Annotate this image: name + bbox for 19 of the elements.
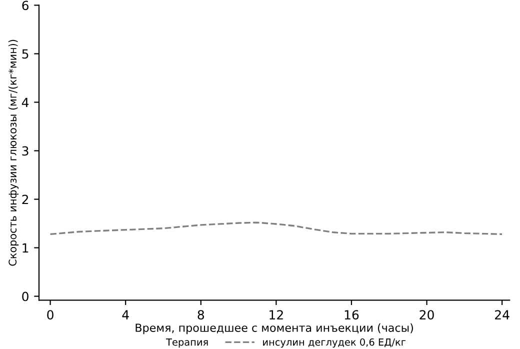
y-tick-label: 1 [22,243,28,253]
x-tick-label: 16 [344,310,359,320]
line-series [49,222,503,236]
x-tick-label: 8 [198,310,204,320]
y-axis-title: Скорость инфузии глюкозы (мг/(кг*мин)) [8,40,19,266]
y-tick-label: 6 [22,0,28,10]
legend-label: инсулин деглудек 0,6 ЕД/кг [263,338,406,348]
x-tick-label: 0 [47,310,54,320]
y-tick-label: 3 [22,146,28,156]
x-axis-title: Время, прошедшее с момента инъекции (часы) [136,323,413,334]
x-tick-label: 4 [122,310,129,320]
x-tick-label: 12 [270,310,283,320]
y-tick-label: 0 [22,292,28,302]
y-tick-label: 2 [22,194,28,204]
y-tick-label: 4 [22,98,29,107]
legend-title: Терапия [166,338,208,348]
y-tick-label: 5 [22,49,28,59]
x-tick-label: 20 [420,310,434,320]
x-tick-label: 24 [495,310,510,320]
